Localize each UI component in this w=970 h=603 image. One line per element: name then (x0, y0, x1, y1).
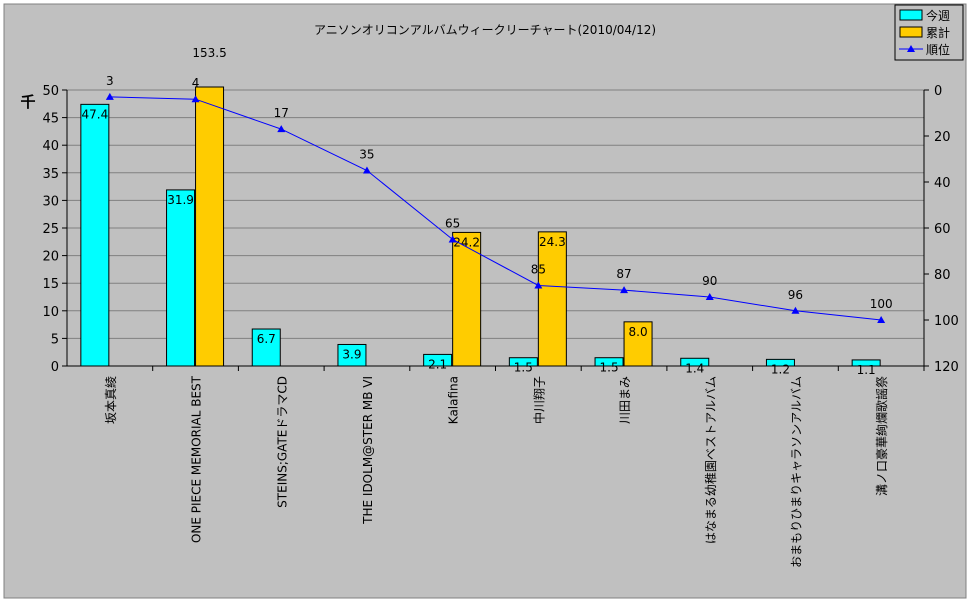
x-tick-label: 坂本真綾 (103, 376, 118, 424)
data-label-weekly: 47.4 (81, 107, 108, 121)
rank-marker (877, 316, 886, 323)
x-tick-label: 川田まみ (618, 376, 632, 424)
y-axis-unit: 千 (20, 93, 35, 111)
y-tick-label: 15 (42, 277, 59, 292)
rank-marker (791, 306, 800, 314)
data-label-rank: 96 (788, 288, 803, 302)
y-tick-label: 50 (42, 84, 59, 99)
data-label-rank: 35 (359, 148, 374, 162)
data-label-total: 24.2 (453, 235, 480, 249)
y2-tick-label: 0 (934, 84, 942, 99)
data-label-rank: 100 (870, 297, 893, 311)
y2-tick-label: 100 (934, 314, 959, 329)
y-tick-label: 25 (42, 222, 59, 237)
bar-total (623, 321, 653, 367)
data-label-weekly: 1.5 (600, 361, 619, 375)
chart-title: アニソンオリコンアルバムウィークリーチャート(2010/04/12) (314, 23, 656, 37)
data-label-rank: 4 (192, 76, 200, 90)
legend-label-rank: 順位 (926, 42, 950, 57)
data-label-rank: 65 (445, 217, 460, 231)
x-tick-label: 中川翔子 (531, 376, 546, 424)
rank-marker (448, 235, 457, 243)
rank-line (109, 96, 882, 321)
data-label-weekly: 3.9 (342, 347, 361, 361)
legend-label-total: 累計 (926, 25, 950, 40)
data-label-weekly: 1.1 (857, 363, 876, 377)
bar-weekly (166, 189, 196, 367)
y-tick-label: 10 (42, 305, 59, 320)
data-label-weekly: 6.7 (257, 332, 276, 346)
bar-weekly (80, 103, 110, 367)
data-label-rank: 87 (616, 267, 631, 281)
legend-label-weekly: 今週 (926, 8, 950, 23)
legend: 今週 累計 順位 (894, 4, 964, 61)
rank-marker (277, 125, 286, 133)
data-label-weekly: 1.5 (514, 361, 533, 375)
data-label-weekly: 2.1 (428, 357, 447, 371)
bar-total (537, 231, 567, 367)
y-tick-label: 30 (42, 194, 59, 209)
x-tick-label: 溝ノ口豪華絢爛歌謡祭 (874, 376, 889, 496)
y2-tick-label: 40 (934, 176, 951, 191)
y-tick-label: 5 (51, 332, 59, 347)
data-label-total: 153.5 (192, 46, 226, 60)
data-label-rank: 17 (274, 106, 289, 120)
bar-total (452, 231, 482, 367)
x-tick-label: おまもりひまりキャラソンアルバム (789, 376, 803, 568)
y2-tick-label: 80 (934, 268, 951, 283)
legend-swatch-weekly (899, 9, 923, 21)
bar-weekly (251, 328, 281, 367)
y2-tick-label: 60 (934, 222, 951, 237)
y-tick-label: 45 (42, 112, 59, 127)
rank-marker (534, 281, 543, 289)
rank-marker (191, 95, 200, 103)
rank-marker (362, 166, 371, 174)
y2-tick-label: 120 (934, 360, 959, 375)
y-tick-label: 0 (51, 360, 59, 375)
data-label-rank: 90 (702, 274, 717, 288)
y-tick-label: 40 (42, 139, 59, 154)
chart-background (3, 3, 967, 599)
x-tick-label: THE IDOLM@STER MB VI (361, 376, 375, 525)
rank-marker (105, 92, 114, 100)
bar-total (195, 86, 225, 367)
y-tick-label: 35 (42, 167, 59, 182)
data-label-rank: 85 (531, 263, 546, 277)
data-label-weekly: 1.4 (685, 361, 704, 375)
data-label-rank: 3 (106, 74, 114, 88)
data-label-total: 8.0 (629, 325, 648, 339)
y-tick-label: 20 (42, 250, 59, 265)
data-label-weekly: 31.9 (167, 193, 194, 207)
legend-swatch-total (899, 26, 923, 38)
y2-tick-label: 20 (934, 130, 951, 145)
x-tick-label: はなまる幼稚園ベストアルバム (704, 376, 718, 544)
rank-marker (705, 293, 714, 300)
rank-marker (620, 286, 629, 294)
x-tick-label: Kalafina (447, 376, 461, 424)
triangle-marker-icon (907, 45, 915, 52)
x-tick-label: ONE PIECE MEMORIAL BEST (190, 375, 204, 543)
x-tick-label: STEINS;GATEドラマCD (275, 376, 289, 508)
data-label-weekly: 1.2 (771, 362, 790, 376)
data-label-total: 24.3 (539, 235, 566, 249)
